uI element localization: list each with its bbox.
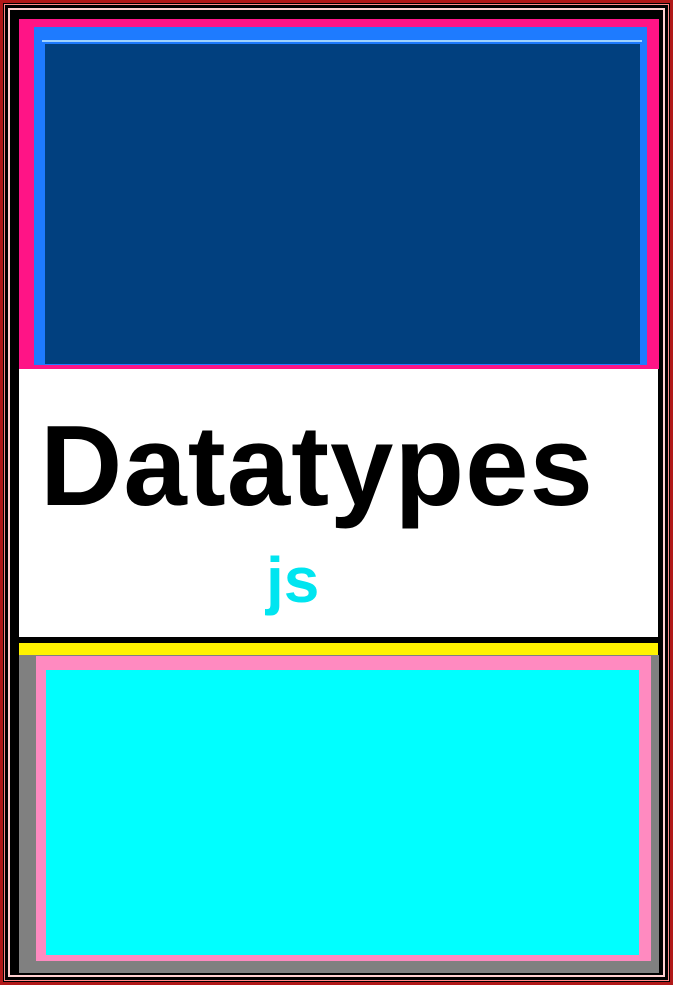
bottom-panel-cyan-fill bbox=[46, 670, 639, 955]
cover-title: Datatypes bbox=[40, 403, 594, 530]
top-panel-navy-fill bbox=[45, 44, 640, 364]
bottom-yellow-stripe bbox=[19, 643, 658, 655]
title-band bbox=[19, 369, 658, 637]
cover-subtitle: js bbox=[266, 544, 320, 616]
top-panel-highlight-line bbox=[42, 40, 642, 42]
inner-border bbox=[8, 8, 665, 977]
